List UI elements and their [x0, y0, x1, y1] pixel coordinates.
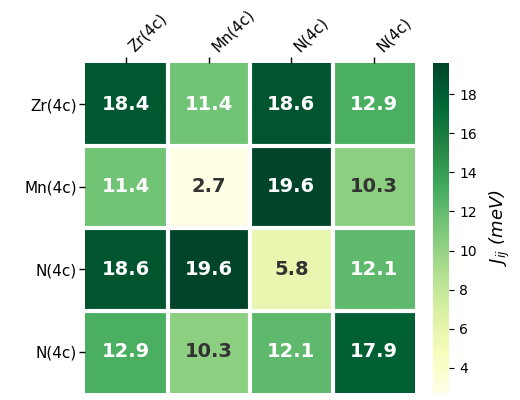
Text: 19.6: 19.6 [185, 260, 233, 279]
Text: 19.6: 19.6 [267, 177, 316, 196]
Text: 18.6: 18.6 [102, 260, 150, 279]
Text: 5.8: 5.8 [274, 260, 309, 279]
Text: 10.3: 10.3 [350, 177, 398, 196]
Text: 17.9: 17.9 [350, 342, 398, 361]
Text: 12.1: 12.1 [349, 260, 398, 279]
Text: 18.6: 18.6 [267, 95, 316, 114]
Text: 12.1: 12.1 [267, 342, 316, 361]
Y-axis label: $J_{ij}$ (meV): $J_{ij}$ (meV) [488, 190, 512, 266]
Text: 12.9: 12.9 [350, 95, 398, 114]
Text: 11.4: 11.4 [185, 95, 233, 114]
Text: 2.7: 2.7 [191, 177, 226, 196]
Text: 12.9: 12.9 [102, 342, 150, 361]
Text: 11.4: 11.4 [102, 177, 150, 196]
Text: 18.4: 18.4 [102, 95, 150, 114]
Text: 10.3: 10.3 [185, 342, 233, 361]
